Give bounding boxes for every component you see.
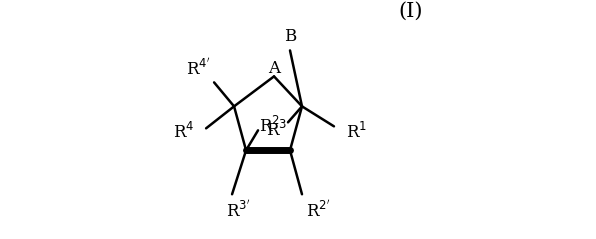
Text: R$^{4'}$: R$^{4'}$	[186, 58, 210, 79]
Text: R$^{2'}$: R$^{2'}$	[306, 200, 330, 221]
Text: A: A	[268, 60, 280, 77]
Text: B: B	[284, 28, 296, 45]
Text: R$^3$: R$^3$	[266, 120, 287, 140]
Text: R$^2$: R$^2$	[259, 116, 280, 136]
Text: R$^{3'}$: R$^{3'}$	[226, 200, 250, 221]
Text: (I): (I)	[398, 2, 423, 21]
Text: R$^4$: R$^4$	[173, 122, 194, 142]
Text: R$^1$: R$^1$	[346, 122, 367, 142]
